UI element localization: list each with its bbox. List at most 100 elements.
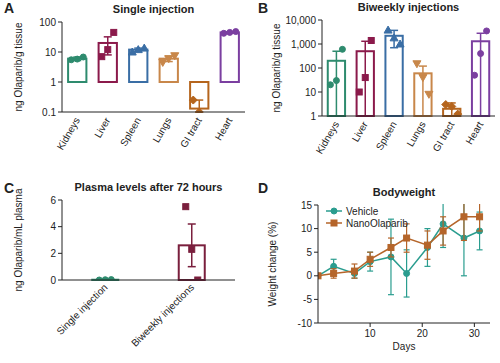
y-tick-label: 2 bbox=[50, 248, 56, 259]
y-tick bbox=[314, 299, 318, 300]
y-tick bbox=[314, 252, 318, 253]
data-point bbox=[165, 56, 173, 63]
error-line bbox=[442, 204, 443, 247]
data-point bbox=[461, 214, 467, 220]
plot-area bbox=[68, 29, 239, 113]
y-tick-label: 10 bbox=[305, 87, 317, 98]
figure: ASingle injection0.1110100ng Olaparib/g … bbox=[0, 0, 500, 363]
data-point bbox=[413, 61, 421, 68]
error-cap bbox=[461, 275, 467, 276]
category-label: Liver bbox=[350, 119, 371, 144]
error-cap bbox=[440, 216, 446, 217]
error-bar bbox=[188, 224, 196, 267]
category-label: Spleen bbox=[118, 116, 143, 148]
data-point bbox=[390, 34, 398, 41]
category-label: Kidneys bbox=[55, 116, 82, 152]
error-bar bbox=[461, 204, 467, 240]
y-tick-label: 6 bbox=[50, 195, 56, 206]
x-tick bbox=[422, 323, 423, 327]
x-axis bbox=[318, 323, 490, 324]
error-cap bbox=[477, 33, 485, 35]
error-cap bbox=[188, 266, 196, 268]
x-tick bbox=[474, 323, 475, 327]
x-tick bbox=[370, 323, 371, 327]
y-tick bbox=[314, 275, 318, 276]
title: Plasma levels after 72 hours bbox=[75, 181, 223, 193]
y-tick bbox=[318, 44, 322, 45]
y-tick bbox=[58, 200, 62, 201]
data-point bbox=[356, 89, 362, 95]
error-cap bbox=[367, 270, 373, 271]
y-axis-label: ng Olaparib/g tissue bbox=[271, 23, 282, 112]
y-tick bbox=[58, 22, 62, 23]
plot-area bbox=[92, 204, 205, 281]
y-tick-label: 5 bbox=[306, 247, 312, 258]
category-label: GI tract bbox=[178, 115, 204, 149]
data-point bbox=[183, 204, 189, 210]
error-cap bbox=[440, 247, 446, 248]
category-label: Single injection bbox=[54, 282, 109, 337]
error-cap bbox=[104, 36, 112, 38]
data-point bbox=[477, 214, 483, 220]
y-tick-label: 10 bbox=[301, 223, 313, 234]
data-point bbox=[68, 57, 74, 63]
data-point bbox=[368, 37, 374, 43]
category-label: Biweekly injections bbox=[129, 282, 196, 349]
x-tick-label: 20 bbox=[417, 328, 429, 339]
x-tick-label: 10 bbox=[365, 328, 377, 339]
y-tick-label: 10,000 bbox=[285, 15, 316, 26]
error-bar bbox=[477, 212, 483, 250]
panel: ASingle injection0.1110100ng Olaparib/g … bbox=[4, 0, 245, 152]
data-point bbox=[140, 44, 148, 51]
error-bar bbox=[461, 204, 467, 276]
bar bbox=[385, 36, 402, 116]
y-tick-label: 10 bbox=[45, 47, 57, 58]
legend-marker bbox=[331, 208, 337, 214]
error-cap bbox=[419, 65, 427, 67]
panel-label: B bbox=[258, 0, 268, 16]
y-tick-label: -10 bbox=[298, 318, 313, 329]
data-point bbox=[384, 26, 392, 33]
legend-marker bbox=[331, 220, 337, 226]
plot-area bbox=[327, 26, 489, 117]
error-cap bbox=[477, 249, 483, 250]
y-tick bbox=[314, 228, 318, 229]
error-cap bbox=[351, 263, 357, 264]
data-point bbox=[404, 270, 410, 276]
panel: DBodyweight-10-5051015Weight change (%)1… bbox=[258, 180, 490, 352]
data-point bbox=[105, 47, 111, 53]
y-tick bbox=[58, 82, 62, 83]
error-cap bbox=[367, 252, 373, 253]
error-bar bbox=[361, 41, 369, 117]
x-axis bbox=[62, 112, 245, 113]
y-tick bbox=[318, 68, 322, 69]
data-point bbox=[472, 72, 478, 78]
y-tick bbox=[318, 20, 322, 21]
x-axis-label: Days bbox=[393, 341, 416, 352]
data-point bbox=[227, 29, 233, 35]
error-line bbox=[463, 204, 464, 240]
series-line bbox=[318, 217, 480, 276]
error-cap bbox=[388, 256, 394, 257]
plot-area bbox=[318, 204, 483, 297]
y-tick-label: 4 bbox=[50, 221, 56, 232]
error-cap bbox=[351, 278, 357, 279]
error-bar bbox=[195, 100, 203, 113]
bar bbox=[221, 32, 239, 82]
data-point bbox=[351, 268, 357, 274]
error-cap bbox=[351, 278, 357, 279]
category-label: GI tract bbox=[431, 119, 457, 153]
data-point bbox=[111, 29, 117, 35]
error-bar bbox=[388, 219, 394, 295]
legend: VehicleNanoOlaparib bbox=[326, 206, 408, 229]
data-point bbox=[327, 82, 333, 88]
error-bar bbox=[351, 264, 357, 278]
data-point bbox=[396, 40, 404, 47]
data-point bbox=[440, 228, 446, 234]
x-axis bbox=[62, 280, 235, 281]
y-tick bbox=[58, 253, 62, 254]
y-tick bbox=[58, 226, 62, 227]
error-cap bbox=[424, 228, 430, 229]
error-bar bbox=[404, 250, 410, 297]
data-point bbox=[80, 54, 86, 60]
